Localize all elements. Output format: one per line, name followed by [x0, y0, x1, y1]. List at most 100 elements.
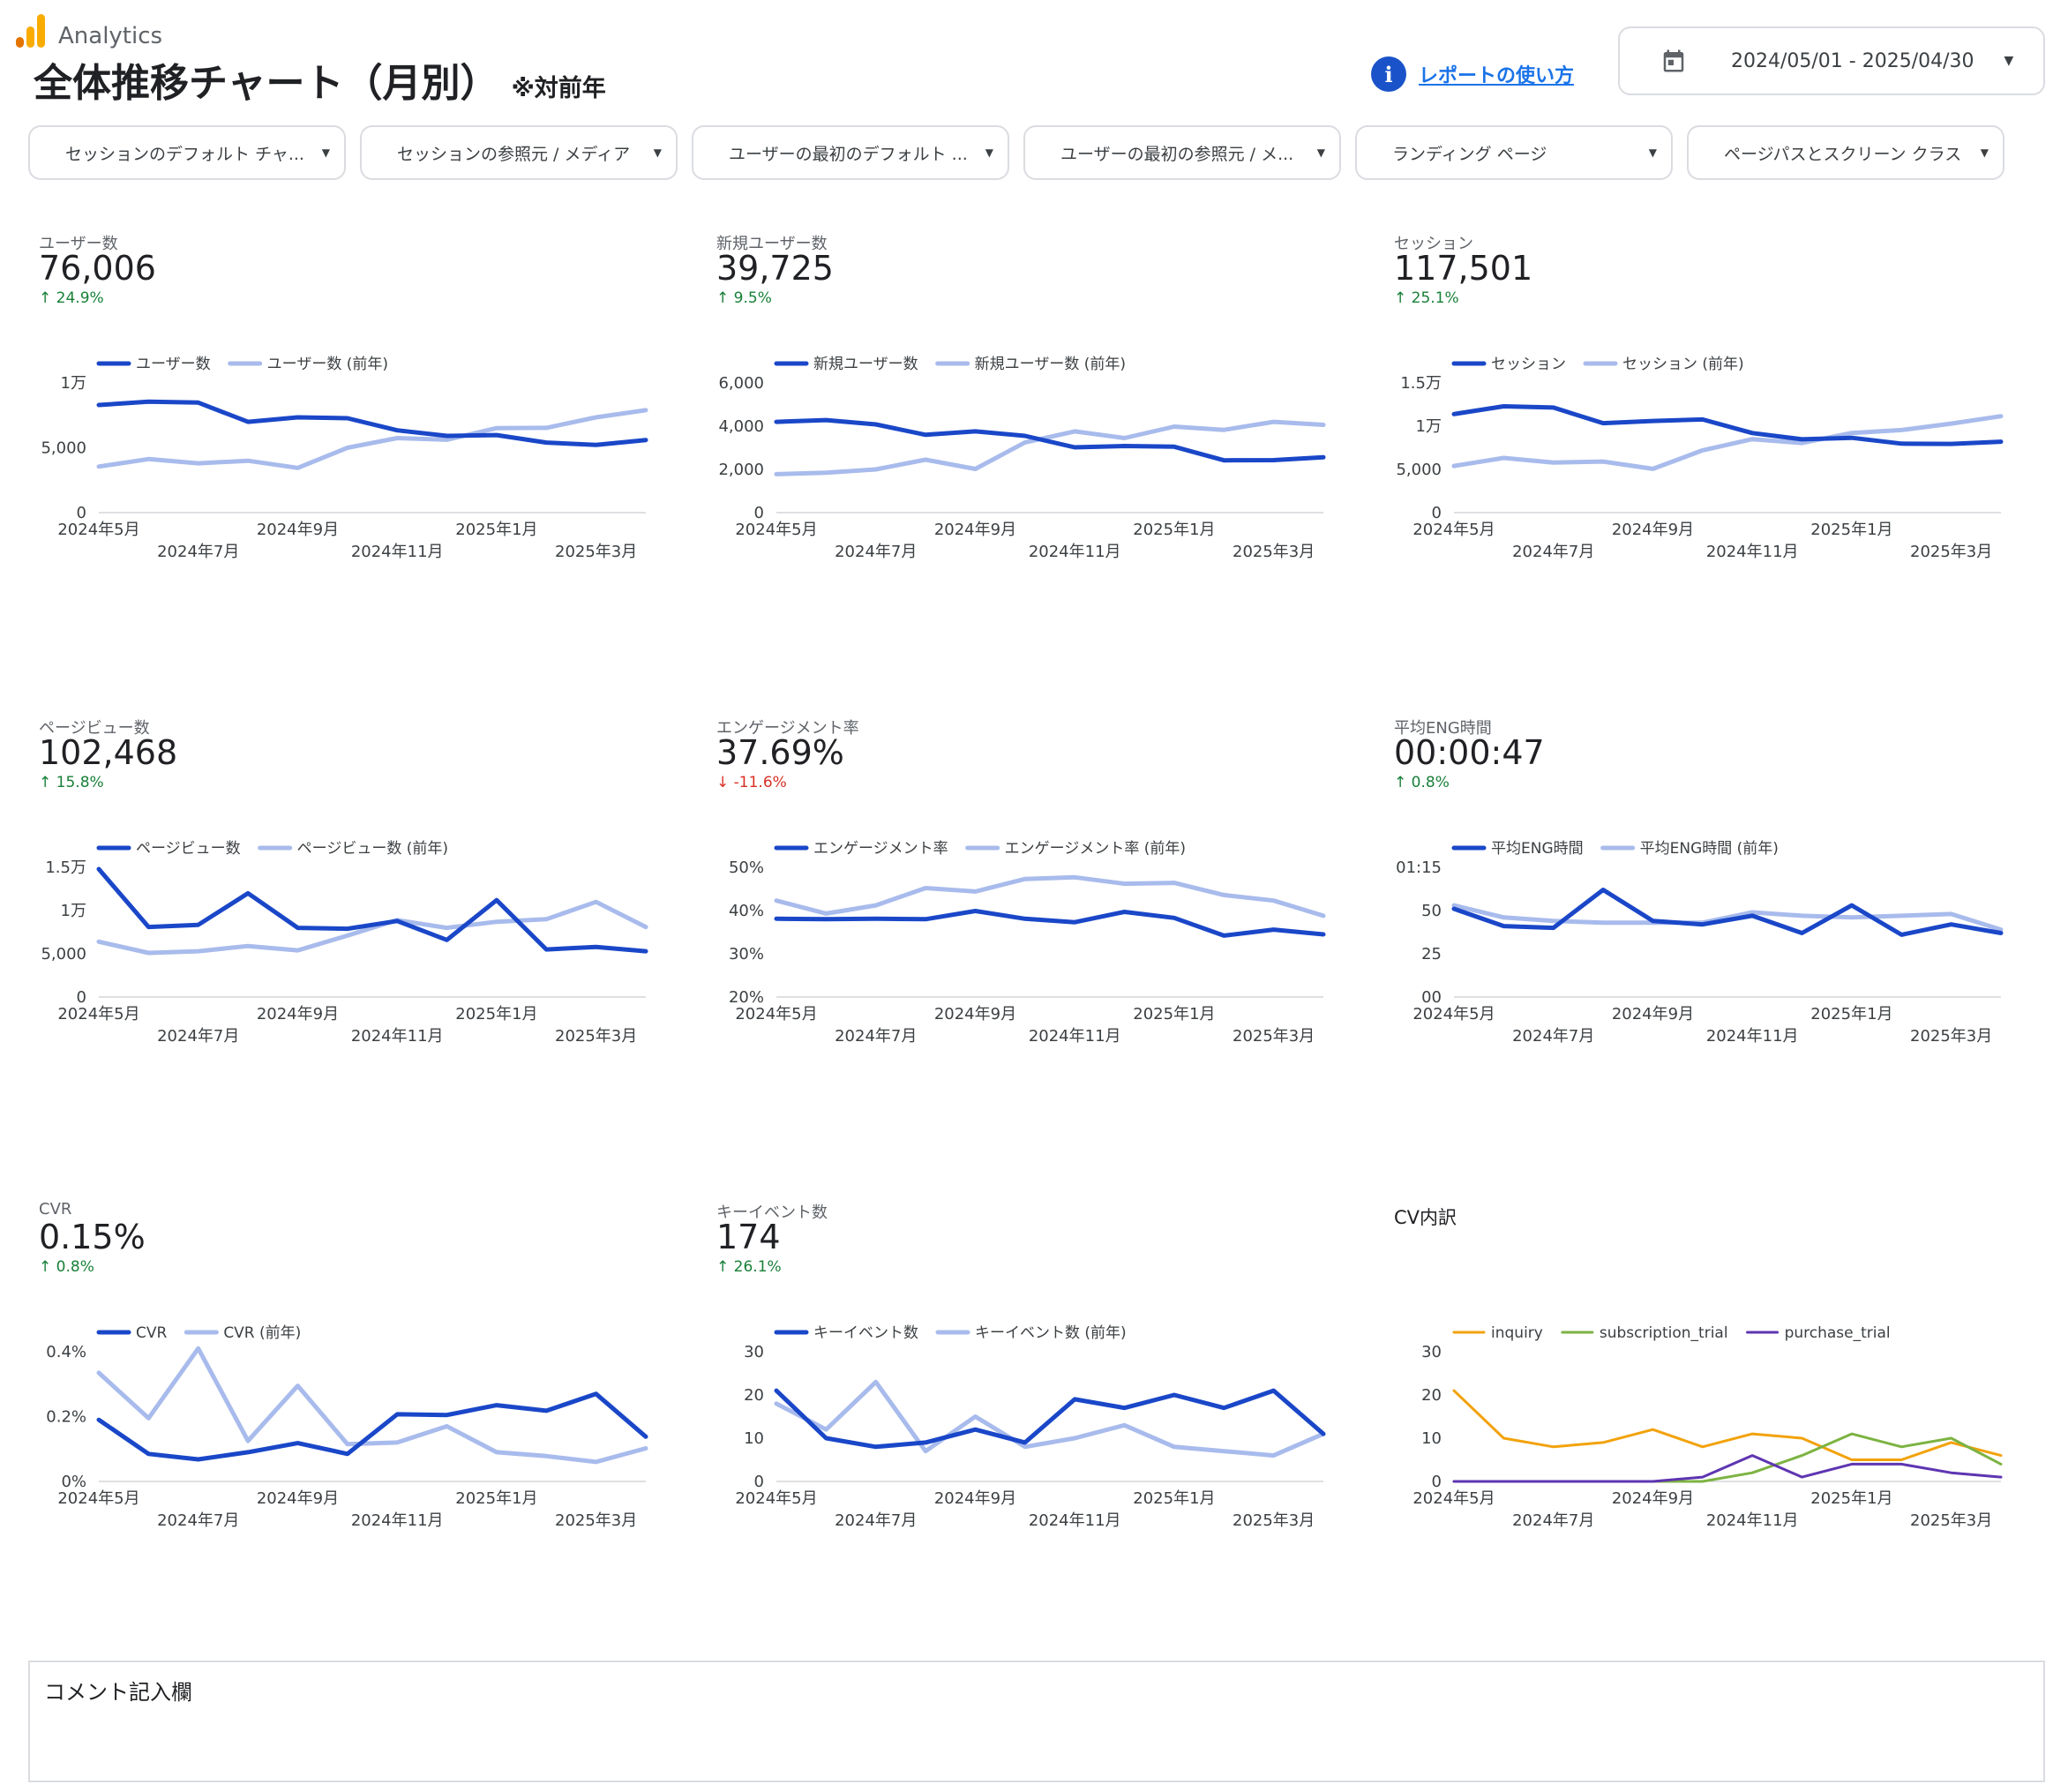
key-events-line-chart: キーイベント数 キーイベント数 (前年) 0 10 20 30 2024年5月 2024年9月… [735, 1324, 1326, 1530]
sessions-line-chart: セッション セッション (前年) 0 5,000 1万 1.5万 2024年5月 2024年9… [1396, 356, 2004, 561]
caret-down-icon: ▼ [321, 146, 330, 159]
page-title: 全体推移チャート（月別） ※対前年 [34, 51, 606, 108]
card-sessions: セッション 117,501 ↑ 25.1% セッション セッション (前年) 0 5,… [1383, 231, 2054, 681]
x-tick-label: 2025年1月 [1133, 1489, 1215, 1508]
series-line [1451, 903, 2004, 933]
kpi-delta: ↑ 0.8% [39, 1258, 94, 1276]
card-avg-eng-time: 平均ENG時間 00:00:47 ↑ 0.8% 平均ENG時間 平均ENG時間 (… [1383, 716, 2054, 1166]
kpi-delta: ↑ 25.1% [1394, 289, 1459, 307]
x-tick-label: 2025年3月 [1233, 1027, 1315, 1046]
x-tick-label: 2025年1月 [1133, 521, 1215, 539]
y-tick-label: 0.2% [46, 1408, 86, 1427]
report-help-link[interactable]: i レポートの使い方 [1371, 56, 1574, 92]
legend-label: セッション [1491, 356, 1566, 373]
cv-breakdown-line-chart: inquiry subscription_trial purchase_trial 0… [1412, 1324, 2003, 1530]
kpi-delta: ↓ -11.6% [716, 774, 787, 791]
legend-label: エンゲージメント率 [813, 840, 948, 858]
y-tick-label: 1.5万 [45, 859, 86, 877]
pageviews-line-chart: ページビュー数 ページビュー数 (前年) 0 5,000 1万 1.5万 2024年5月 20… [41, 840, 648, 1046]
x-tick-label: 2024年5月 [1412, 1005, 1495, 1023]
y-tick-label: 0 [1432, 504, 1442, 522]
series-line [96, 899, 648, 956]
legend-label: キーイベント数 [813, 1324, 918, 1342]
y-tick-label: 50 [1421, 902, 1442, 920]
x-tick-label: 2025年3月 [555, 1511, 637, 1530]
y-tick-label: 0% [61, 1473, 86, 1491]
filter-first-user-source-medium[interactable]: ユーザーの最初の参照元 / メ... ▼ [1023, 125, 1341, 180]
x-tick-label: 2024年5月 [735, 1489, 817, 1508]
x-tick-label: 2024年9月 [1612, 521, 1694, 539]
y-tick-label: 30 [744, 1343, 764, 1361]
caret-down-icon: ▼ [985, 146, 993, 159]
x-tick-label: 2025年1月 [1810, 1489, 1892, 1508]
engagement-rate-line-chart: エンゲージメント率 エンゲージメント率 (前年) 20% 30% 40% 50% 2024年… [729, 840, 1326, 1046]
x-tick-label: 2024年7月 [157, 1027, 239, 1046]
kpi-title: キーイベント数 [716, 1203, 828, 1222]
kpi-value: 37.69% [716, 733, 844, 772]
y-tick-label: 20 [744, 1386, 764, 1405]
series-line [96, 408, 648, 470]
caret-down-icon: ▼ [653, 146, 662, 159]
x-tick-label: 2025年3月 [1910, 1511, 1992, 1530]
x-tick-label: 2025年3月 [555, 543, 637, 561]
kpi-value: 00:00:47 [1394, 733, 1545, 772]
x-tick-label: 2024年9月 [1612, 1489, 1694, 1508]
filter-session-default-channel[interactable]: セッションのデフォルト チャ... ▼ [28, 125, 346, 180]
legend-label: 平均ENG時間 [1491, 840, 1584, 858]
report-help-link-text[interactable]: レポートの使い方 [1419, 65, 1575, 87]
y-tick-label: 00 [1421, 988, 1442, 1007]
y-tick-label: 1.5万 [1400, 374, 1442, 393]
series-line [774, 1379, 1326, 1458]
x-tick-label: 2024年11月 [351, 1511, 444, 1530]
card-pageviews: ページビュー数 102,468 ↑ 15.8% ページビュー数 ページビュー数 (… [28, 716, 699, 1166]
filter-first-user-default-channel[interactable]: ユーザーの最初のデフォルト ... ▼ [692, 125, 1009, 180]
date-range-picker[interactable]: 2024/05/01 - 2025/04/30 ▼ [1618, 26, 2045, 95]
new-users-line-chart: 新規ユーザー数 新規ユーザー数 (前年) 0 2,000 4,000 6,000 2024年… [718, 356, 1326, 561]
x-tick-label: 2024年9月 [1612, 1005, 1694, 1023]
x-tick-label: 2024年5月 [1412, 521, 1495, 539]
y-tick-label: 0 [1432, 1473, 1442, 1491]
series-line [96, 1391, 648, 1462]
kpi-value: 39,725 [716, 249, 834, 288]
page-title-text: 全体推移チャート（月別） [34, 61, 499, 106]
x-tick-label: 2024年5月 [735, 1005, 817, 1023]
series-line [774, 874, 1326, 918]
series-line [1452, 1389, 2003, 1461]
x-tick-label: 2025年1月 [455, 521, 537, 539]
series-line [96, 399, 648, 447]
series-line [774, 419, 1326, 476]
caret-down-icon: ▼ [2004, 54, 2014, 68]
comment-box[interactable]: コメント記入欄 [28, 1661, 2045, 1782]
y-tick-label: 0.4% [46, 1343, 86, 1361]
series-line [774, 909, 1326, 938]
y-tick-label: 10 [1421, 1429, 1442, 1448]
kpi-title: 平均ENG時間 [1394, 719, 1492, 738]
x-tick-label: 2024年9月 [257, 521, 339, 539]
filter-landing-page[interactable]: ランディング ページ ▼ [1355, 125, 1673, 180]
x-tick-label: 2024年7月 [835, 1027, 917, 1046]
filter-bar: セッションのデフォルト チャ... ▼ セッションの参照元 / メディア ▼ ユーザ… [28, 125, 2004, 180]
series-line [1452, 1454, 2003, 1483]
x-tick-label: 2024年7月 [835, 543, 917, 561]
y-tick-label: 30 [1421, 1343, 1442, 1361]
y-tick-label: 20% [729, 988, 764, 1007]
legend-label: 平均ENG時間 (前年) [1640, 840, 1779, 858]
y-tick-label: 0 [754, 1473, 764, 1491]
brand-name: Analytics [58, 23, 163, 49]
series-line [774, 417, 1326, 463]
caret-down-icon: ▼ [1980, 146, 1989, 159]
caret-down-icon: ▼ [1648, 146, 1657, 159]
x-tick-label: 2025年3月 [1910, 543, 1992, 561]
y-tick-label: 20 [1421, 1386, 1442, 1405]
filter-session-source-medium[interactable]: セッションの参照元 / メディア ▼ [360, 125, 678, 180]
analytics-logo: Analytics [16, 12, 162, 48]
kpi-value: 174 [716, 1218, 781, 1256]
x-tick-label: 2024年11月 [1029, 1027, 1121, 1046]
card-cv-breakdown: CV内訳 inquiry subscription_trial purchase_t… [1383, 1200, 2054, 1650]
y-tick-label: 25 [1421, 945, 1442, 963]
filter-page-path-screen-class[interactable]: ページパスとスクリーン クラス ▼ [1687, 125, 2004, 180]
kpi-delta: ↑ 0.8% [1394, 774, 1450, 791]
x-tick-label: 2024年5月 [57, 1005, 139, 1023]
x-tick-label: 2024年7月 [1512, 1027, 1594, 1046]
legend-label: CVR [136, 1324, 167, 1342]
